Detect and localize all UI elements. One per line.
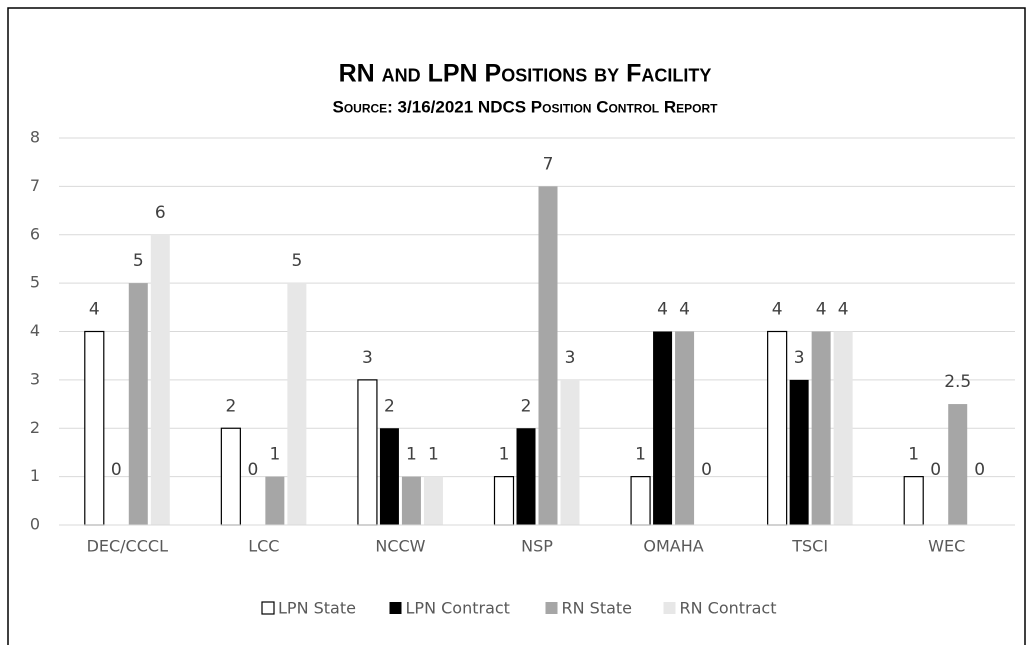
chart-title: RN and LPN Positions by Facility — [339, 60, 712, 88]
data-label: 4 — [772, 300, 783, 320]
y-tick-label: 8 — [30, 128, 40, 147]
data-label: 1 — [269, 445, 280, 465]
data-label: 1 — [428, 445, 439, 465]
chart-border — [7, 7, 1026, 645]
data-label: 1 — [406, 445, 417, 465]
chart-subtitle: Source: 3/16/2021 NDCS Position Control … — [333, 97, 719, 116]
data-label: 5 — [291, 251, 302, 271]
data-label: 4 — [679, 300, 690, 320]
bar — [630, 476, 651, 526]
bar — [833, 331, 853, 525]
legend-swatch — [545, 602, 558, 614]
data-label: 1 — [908, 445, 919, 465]
legend-label: LPN State — [278, 599, 356, 618]
x-tick-label: TSCI — [791, 537, 828, 556]
bar — [357, 379, 378, 526]
y-tick-label: 2 — [30, 418, 40, 437]
y-tick-label: 6 — [30, 224, 40, 243]
bar — [423, 476, 443, 525]
data-label: 4 — [816, 300, 827, 320]
data-label: 3 — [565, 348, 576, 368]
data-label: 1 — [499, 445, 510, 465]
data-label: 4 — [838, 300, 849, 320]
data-label: 2 — [384, 396, 395, 416]
data-label: 0 — [111, 460, 122, 480]
data-label: 1 — [635, 445, 646, 465]
bar — [516, 428, 536, 525]
x-tick-label: NSP — [521, 537, 553, 556]
x-tick-label: OMAHA — [643, 537, 703, 556]
bar — [150, 234, 170, 525]
x-tick-label: NCCW — [375, 537, 425, 556]
bar — [811, 331, 831, 525]
bar — [128, 283, 148, 525]
bar — [84, 330, 105, 526]
legend-label: RN Contract — [680, 599, 777, 618]
bar — [401, 476, 421, 525]
data-label: 2.5 — [944, 372, 971, 392]
bar — [948, 404, 968, 525]
data-label: 0 — [974, 460, 985, 480]
data-label: 6 — [155, 203, 166, 223]
y-tick-label: 7 — [30, 176, 40, 195]
bar — [379, 428, 399, 525]
y-tick-label: 5 — [30, 273, 40, 292]
data-label: 4 — [657, 300, 668, 320]
data-label: 3 — [362, 348, 373, 368]
bar — [493, 476, 515, 526]
data-label: 0 — [930, 460, 941, 480]
bar — [903, 476, 924, 526]
legend-label: RN State — [562, 599, 633, 618]
bar — [538, 186, 558, 525]
y-tick-label: 4 — [30, 321, 40, 340]
x-tick-label: WEC — [928, 537, 965, 556]
legend-swatch — [261, 601, 275, 615]
bar — [789, 379, 809, 525]
y-tick-label: 1 — [30, 466, 40, 485]
data-label: 3 — [794, 348, 805, 368]
x-tick-label: LCC — [248, 537, 279, 556]
legend-label: LPN Contract — [406, 599, 510, 618]
data-label: 0 — [247, 460, 258, 480]
y-tick-label: 0 — [30, 515, 40, 534]
bar — [560, 379, 580, 525]
data-label: 2 — [521, 396, 532, 416]
bar — [265, 476, 285, 525]
bar — [287, 283, 307, 525]
x-tick-label: DEC/CCCL — [87, 537, 169, 556]
legend-swatch — [389, 602, 402, 614]
data-label: 5 — [133, 251, 144, 271]
bar — [675, 331, 695, 525]
data-label: 7 — [543, 154, 554, 174]
data-label: 2 — [225, 396, 236, 416]
bar — [220, 427, 241, 526]
data-label: 0 — [701, 460, 712, 480]
y-tick-label: 3 — [30, 369, 40, 388]
bar — [767, 330, 788, 526]
legend-swatch — [663, 602, 676, 614]
data-label: 4 — [89, 300, 100, 320]
bar — [653, 331, 673, 525]
